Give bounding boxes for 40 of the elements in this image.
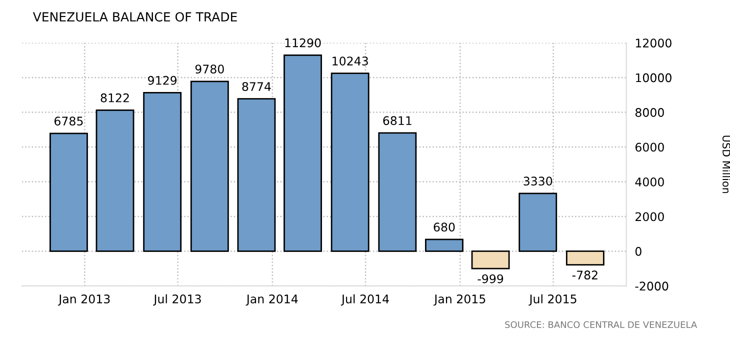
data-label: 9780 — [195, 64, 224, 74]
data-label: 10243 — [332, 56, 368, 66]
bar — [190, 80, 229, 252]
x-tick-label: Jul 2014 — [340, 294, 389, 306]
x-tick-label: Jan 2013 — [58, 294, 110, 306]
bar — [284, 54, 322, 252]
bar — [237, 98, 276, 252]
data-label: 6811 — [383, 116, 412, 126]
bar — [518, 192, 558, 252]
y-tick-label: 4000 — [635, 177, 664, 186]
bar — [96, 109, 134, 252]
data-label: 8122 — [100, 93, 129, 102]
bar — [566, 250, 604, 266]
data-label: 6785 — [54, 116, 83, 126]
bar — [471, 250, 510, 270]
y-tick-label: 2000 — [636, 212, 664, 222]
y-tick-label: 6000 — [636, 142, 664, 152]
data-label: -782 — [572, 270, 598, 280]
data-label: 3330 — [524, 176, 552, 186]
bar — [378, 132, 417, 252]
y-tick-label: -2000 — [635, 282, 668, 291]
x-tick-label: Jul 2015 — [528, 294, 576, 306]
data-label: 11290 — [285, 38, 321, 48]
data-label: 680 — [434, 222, 455, 232]
y-tick-label: 10000 — [636, 73, 672, 82]
x-tick-label: Jan 2014 — [246, 294, 298, 306]
bar — [50, 132, 88, 252]
x-tick-label: Jul 2013 — [153, 294, 201, 306]
y-tick-label: 12000 — [636, 38, 672, 48]
data-label: -999 — [478, 274, 504, 284]
bar — [143, 92, 182, 252]
y-tick-label: 0 — [635, 246, 642, 256]
data-label: 9129 — [148, 76, 177, 85]
data-label: 8774 — [242, 82, 271, 92]
bar — [330, 72, 370, 252]
chart-title: VENEZUELA BALANCE OF TRADE — [32, 12, 237, 22]
y-tick-label: 8000 — [635, 108, 664, 117]
x-tick-label: Jan 2015 — [434, 294, 486, 306]
source-note: SOURCE: BANCO CENTRAL DE VENEZUELA — [505, 321, 698, 328]
bar — [425, 238, 464, 252]
